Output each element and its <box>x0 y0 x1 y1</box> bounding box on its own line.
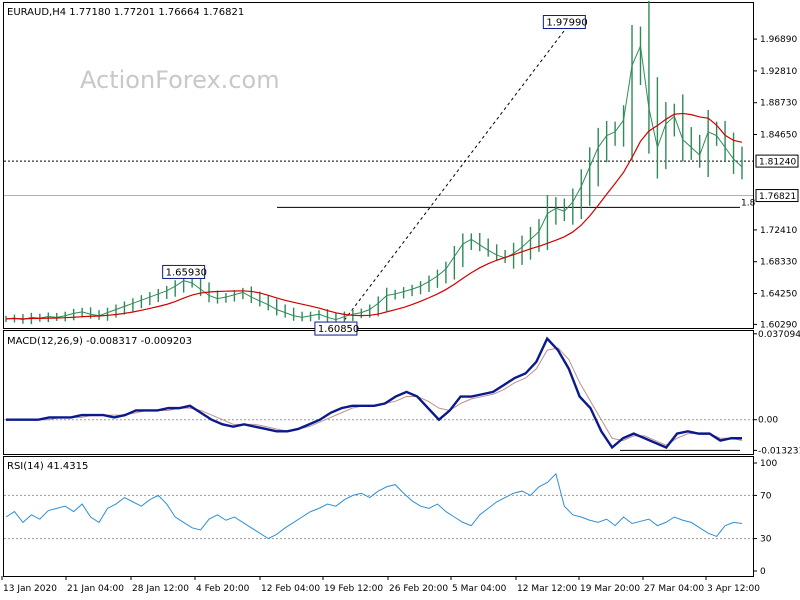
macd-ytick-label: -0.013231 <box>758 446 800 456</box>
annotation-label: 1.65930 <box>166 267 207 278</box>
current-price-box-label: 1.76821 <box>759 192 796 202</box>
annotation-box <box>314 321 358 336</box>
current-price-box <box>755 189 799 203</box>
rsi-layer <box>4 472 753 540</box>
annotation-label: 1.60850 <box>318 324 359 335</box>
macd-line <box>6 336 742 450</box>
macd-panel-frame <box>3 330 754 455</box>
xtick-label: 13 Jan 2020 <box>3 584 57 594</box>
resistance-level-box <box>755 154 799 168</box>
price-ytick-label: 1.72410 <box>760 226 797 236</box>
support-label: 1.8 <box>741 198 756 208</box>
macd-signal-line <box>6 347 743 446</box>
xtick-label: 26 Feb 20:00 <box>389 584 448 594</box>
rsi-ytick-label: 70 <box>760 491 772 501</box>
xtick-label: 12 Mar 12:00 <box>517 584 577 594</box>
price-ytick-label: 1.92810 <box>760 67 797 77</box>
xtick-label: 21 Jan 04:00 <box>67 584 124 594</box>
rsi-ytick-label: 100 <box>760 459 777 469</box>
xtick-label: 19 Mar 20:00 <box>580 584 640 594</box>
xtick-label: 19 Feb 12:00 <box>324 584 383 594</box>
annotation-box <box>542 15 586 30</box>
macd-ytick-label: 0.037094 <box>758 330 800 340</box>
annotation-label: 1.97990 <box>546 18 587 29</box>
price-close-line <box>5 44 743 321</box>
xtick-label: 5 Mar 04:00 <box>452 584 507 594</box>
price-ytick-label: 1.68330 <box>760 258 797 268</box>
resistance-level-box-label: 1.81240 <box>759 158 796 168</box>
price-ytick-label: 1.96890 <box>760 35 797 45</box>
macd-layer <box>4 336 753 451</box>
xtick-label: 28 Jan 12:00 <box>132 584 189 594</box>
price-layer: 1.8 1.97990 1.65930 1.60850 <box>4 0 756 336</box>
price-ytick-label: 1.84650 <box>760 131 797 141</box>
macd-header: MACD(12,26,9) -0.008317 -0.009203 <box>7 336 192 347</box>
price-header: EURAUD,H4 1.77180 1.77201 1.76664 1.7682… <box>7 7 244 18</box>
price-ytick-label: 1.88730 <box>760 99 797 109</box>
xtick-label: 27 Mar 04:00 <box>644 584 704 594</box>
watermark: ActionForex.com <box>80 66 280 94</box>
price-ytick-label: 1.64250 <box>760 290 797 300</box>
xtick-label: 3 Apr 12:00 <box>707 584 760 594</box>
trendline <box>343 30 565 321</box>
price-ytick-label: 1.60290 <box>760 320 797 330</box>
rsi-ytick-label: 30 <box>760 535 772 545</box>
xtick-label: 4 Feb 20:00 <box>196 584 250 594</box>
macd-ytick-label: 0.00 <box>758 416 778 426</box>
xtick-label: 12 Feb 04:00 <box>261 584 320 594</box>
axis-layer: 1.96890 1.92810 1.88730 1.84650 1.72410 1.683… <box>1 35 800 594</box>
price-panel-frame <box>3 2 754 329</box>
rsi-panel-frame <box>3 456 754 577</box>
rsi-header: RSI(14) 41.4315 <box>7 461 88 472</box>
rsi-line <box>5 472 743 540</box>
rsi-ytick-label: 0 <box>760 567 766 577</box>
panel-frames <box>3 2 754 577</box>
annotation-box <box>162 264 206 279</box>
moving-average-line <box>5 112 743 320</box>
